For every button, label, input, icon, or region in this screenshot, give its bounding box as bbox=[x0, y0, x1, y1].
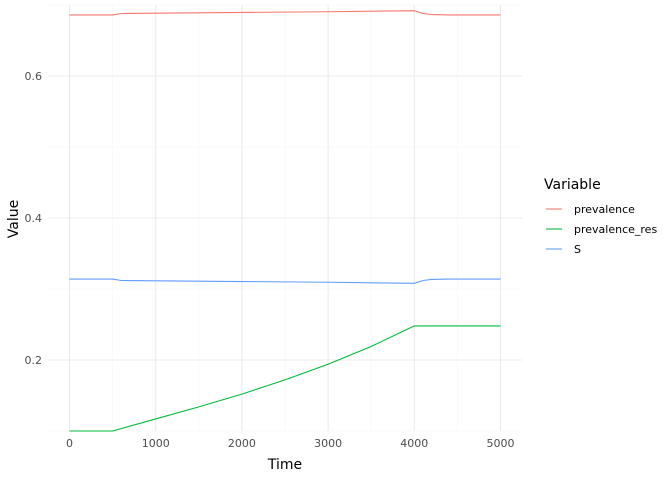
legend-title: Variable bbox=[544, 177, 601, 193]
x-tick-label: 0 bbox=[66, 437, 73, 450]
y-tick-label: 0.4 bbox=[25, 212, 43, 225]
series-lines bbox=[69, 10, 501, 432]
x-tick-label: 3000 bbox=[314, 437, 342, 450]
x-axis-tick-labels: 0 1000 2000 3000 4000 5000 bbox=[66, 437, 514, 450]
legend: Variable prevalence prevalence_res S bbox=[544, 177, 657, 256]
series-line-s bbox=[69, 278, 501, 284]
x-axis-title: Time bbox=[267, 457, 302, 473]
major-gridlines bbox=[48, 5, 522, 431]
y-axis-tick-labels: 0.2 0.4 0.6 bbox=[25, 70, 43, 367]
series-line-prevalence bbox=[69, 10, 501, 16]
x-tick-label: 5000 bbox=[486, 437, 514, 450]
y-tick-label: 0.6 bbox=[25, 70, 43, 83]
legend-items: prevalence prevalence_res S bbox=[546, 203, 657, 256]
legend-label: S bbox=[574, 243, 581, 256]
plot-panel bbox=[48, 4, 522, 432]
x-tick-label: 1000 bbox=[142, 437, 170, 450]
legend-label: prevalence bbox=[574, 203, 635, 216]
y-tick-label: 0.2 bbox=[25, 354, 43, 367]
x-tick-label: 4000 bbox=[400, 437, 428, 450]
legend-label: prevalence_res bbox=[574, 223, 657, 236]
x-tick-label: 2000 bbox=[228, 437, 256, 450]
series-line-prevalence-res bbox=[69, 325, 501, 432]
y-axis-title: Value bbox=[6, 200, 22, 238]
